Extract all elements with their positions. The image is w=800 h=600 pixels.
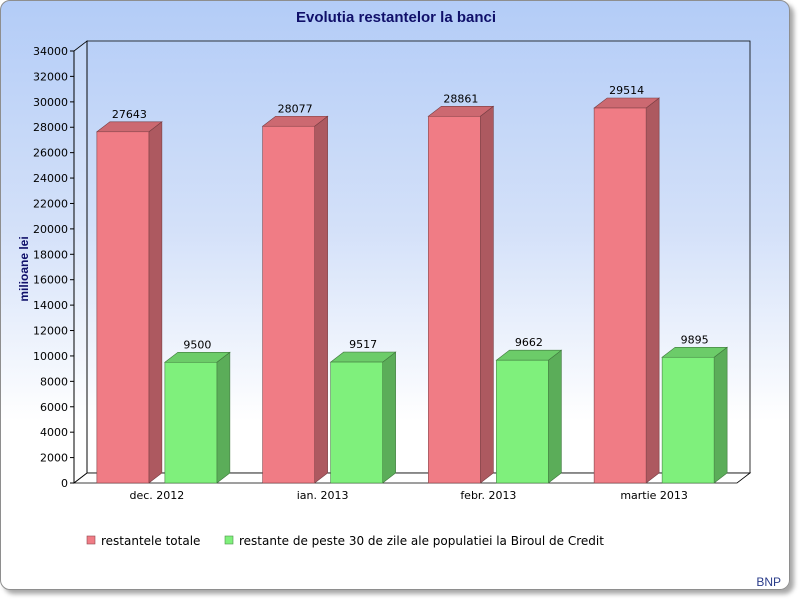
bar-side: [548, 349, 562, 484]
y-tick-label: 28000: [33, 121, 68, 134]
bar-front: [496, 359, 549, 484]
left-wall: [73, 40, 88, 484]
y-tick-label: 34000: [33, 45, 68, 58]
y-tick-label: 8000: [40, 375, 68, 388]
bar-side: [480, 105, 494, 484]
y-tick-label: 18000: [33, 248, 68, 261]
y-tick-label: 20000: [33, 223, 68, 236]
bar-over30-0: [163, 351, 231, 484]
bar-front: [96, 131, 150, 484]
y-tick-label: 14000: [33, 299, 68, 312]
bar-side: [216, 351, 231, 484]
bar-front: [164, 361, 218, 484]
y-tick-label: 32000: [33, 70, 68, 83]
bar-value-label: 9895: [681, 333, 709, 346]
bar-front: [593, 107, 647, 484]
bar-value-label: 28861: [443, 92, 478, 105]
y-axis-label: milioane lei: [17, 236, 31, 301]
credit-label: BNP: [756, 575, 781, 589]
y-tick-label: 2000: [40, 452, 68, 465]
bar-total-3: [593, 97, 661, 484]
legend-entry: restantele totale: [101, 534, 200, 548]
y-tick-label: 30000: [33, 96, 68, 109]
y-tick-label: 24000: [33, 172, 68, 185]
y-tick-label: 12000: [33, 325, 68, 338]
bar-total-2: [427, 105, 495, 484]
bar-side: [148, 121, 163, 484]
legend-swatch: [224, 535, 234, 545]
bar-total-0: [95, 121, 163, 484]
legend-swatch: [86, 535, 96, 545]
x-tick-label: febr. 2013: [460, 489, 516, 502]
chart-frame: Evolutia restantelor la banci 0 2000 4000 6…: [0, 0, 790, 590]
bar-front: [428, 115, 481, 484]
bar-total-1: [261, 115, 329, 484]
legend: restantele totale restante de peste 30 de…: [86, 534, 604, 548]
bar-over30-3: [661, 346, 729, 484]
x-tick-label: ian. 2013: [297, 489, 349, 502]
x-tick-label: dec. 2012: [129, 489, 184, 502]
bar-front: [330, 361, 383, 484]
bar-front: [262, 125, 315, 484]
bar-value-label: 27643: [112, 108, 147, 121]
plot-area: 0 2000 4000 6000 8000 10000 12000 14000 16000 180…: [33, 40, 752, 502]
chart-canvas: Evolutia restantelor la banci 0 2000 4000 6…: [17, 9, 781, 589]
y-tick-label: 26000: [33, 147, 68, 160]
y-tick-label: 10000: [33, 350, 68, 363]
bar-side: [314, 115, 328, 484]
y-tick-label: 6000: [40, 401, 68, 414]
bar-front: [661, 356, 715, 484]
x-tick-label: martie 2013: [620, 489, 688, 502]
y-tick-label: 4000: [40, 426, 68, 439]
bar-side: [713, 346, 728, 484]
legend-entry: restante de peste 30 de zile ale populat…: [239, 534, 604, 548]
bar-side: [382, 351, 396, 484]
bar-value-label: 9662: [515, 336, 543, 349]
y-tick-label: 0: [61, 477, 68, 490]
bar-value-label: 29514: [609, 84, 644, 97]
y-tick-label: 22000: [33, 197, 68, 210]
bar-side: [645, 97, 660, 484]
bar-over30-1: [329, 351, 397, 484]
bar-over30-2: [495, 349, 563, 484]
bar-value-label: 28077: [278, 102, 313, 115]
bar-value-label: 9517: [349, 338, 377, 351]
chart-title: Evolutia restantelor la banci: [296, 9, 496, 26]
y-tick-label: 16000: [33, 274, 68, 287]
bar-value-label: 9500: [183, 338, 211, 351]
